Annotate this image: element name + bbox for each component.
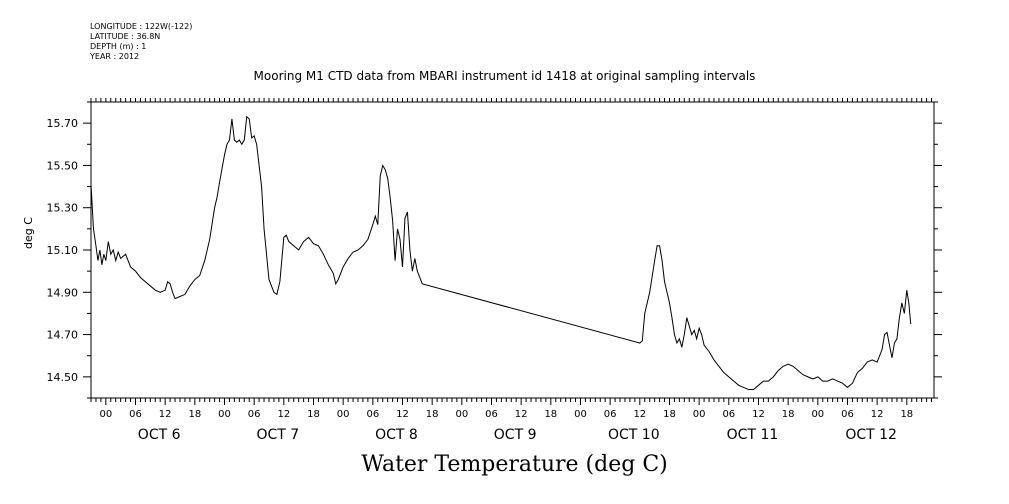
- y-tick-label: 15.10: [47, 244, 79, 257]
- x-hour-label: 00: [337, 409, 350, 420]
- x-hour-label: 00: [811, 409, 824, 420]
- y-tick-label: 15.30: [47, 202, 79, 215]
- x-hour-label: 18: [900, 409, 913, 420]
- x-hour-label: 00: [99, 409, 112, 420]
- x-hour-label: 18: [663, 409, 676, 420]
- x-axis-label: Water Temperature (deg C): [361, 452, 668, 477]
- ticks-layer: [83, 98, 942, 405]
- x-hour-label: 00: [574, 409, 587, 420]
- y-tick-label: 15.50: [47, 159, 79, 172]
- chart-title: Mooring M1 CTD data from MBARI instrumen…: [253, 69, 756, 83]
- x-day-label: OCT 8: [375, 427, 418, 443]
- x-hour-label: 00: [455, 409, 468, 420]
- x-day-label: OCT 11: [727, 427, 779, 443]
- x-hour-label: 12: [159, 409, 172, 420]
- year-text: YEAR : 2012: [90, 52, 140, 61]
- y-tick-label: 15.70: [47, 117, 79, 130]
- x-day-label: OCT 7: [256, 427, 299, 443]
- x-hour-label: 18: [782, 409, 795, 420]
- x-day-label: OCT 9: [494, 427, 537, 443]
- x-hour-label: 18: [307, 409, 320, 420]
- x-hour-label: 06: [129, 409, 142, 420]
- x-hour-label: 12: [277, 409, 290, 420]
- x-hour-label: 12: [752, 409, 765, 420]
- x-hour-label: 06: [841, 409, 854, 420]
- x-hour-label: 12: [515, 409, 528, 420]
- x-hour-label: 00: [693, 409, 706, 420]
- x-hour-label: 06: [485, 409, 498, 420]
- x-day-label: OCT 6: [138, 427, 181, 443]
- y-tick-label: 14.90: [47, 286, 79, 299]
- x-hour-label: 00: [218, 409, 231, 420]
- x-hour-label: 06: [604, 409, 617, 420]
- x-hour-label: 18: [544, 409, 557, 420]
- depth-text: DEPTH (m) : 1: [90, 42, 147, 51]
- y-tick-label: 14.50: [47, 371, 79, 384]
- x-day-label: OCT 12: [845, 427, 897, 443]
- temperature-series-line: [90, 115, 912, 391]
- x-day-label: OCT 10: [608, 427, 660, 443]
- x-hour-label: 18: [426, 409, 439, 420]
- x-hour-label: 06: [722, 409, 735, 420]
- plot-frame: [90, 101, 935, 399]
- x-hour-label: 12: [871, 409, 884, 420]
- latitude-text: LATITUDE : 36.8N: [90, 32, 161, 41]
- x-hour-label: 12: [633, 409, 646, 420]
- x-hour-label: 06: [248, 409, 261, 420]
- x-hour-label: 06: [366, 409, 379, 420]
- y-tick-label: 14.70: [47, 329, 79, 342]
- labels-layer: 14.50 14.70 14.90 15.10 15.30 15.50 15.70 00 06 1…: [47, 117, 914, 443]
- longitude-text: LONGITUDE : 122W(-122): [90, 22, 193, 31]
- x-hour-label: 18: [188, 409, 201, 420]
- x-hour-label: 12: [396, 409, 409, 420]
